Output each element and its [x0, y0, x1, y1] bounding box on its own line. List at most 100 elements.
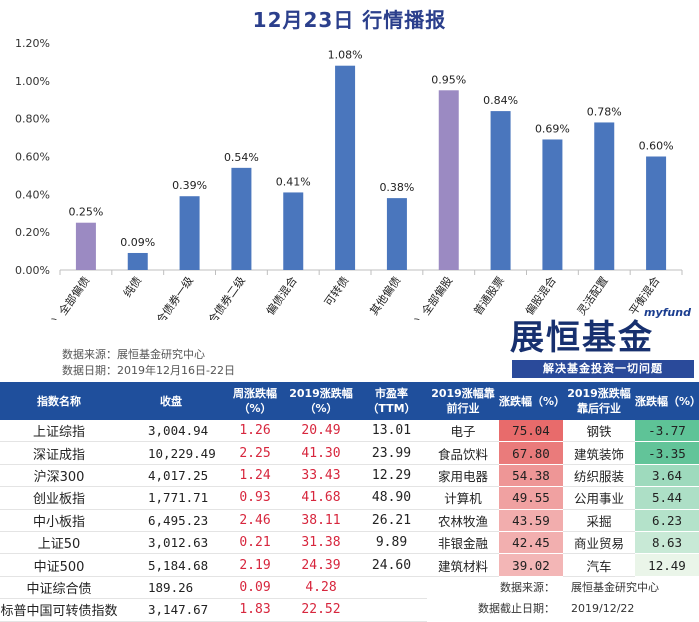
x-category-label: 偏股混合 — [522, 274, 559, 318]
bottom-industry-cell: 公用事业 — [563, 486, 635, 510]
top-industry-cell: 非银金融 — [427, 531, 499, 555]
top-change-cell: 42.45 — [499, 531, 563, 555]
bottom-change-cell: -3.35 — [635, 441, 699, 465]
data-label: 0.78% — [587, 105, 622, 118]
footer-date-label: 数据截止日期： — [478, 602, 555, 616]
top-industry-cell: 家用电器 — [427, 464, 499, 488]
table-row: 深证成指 10,229.49 2.25 41.30 23.99 — [0, 441, 427, 465]
week-change-cell: 2.46 — [224, 509, 286, 532]
table-row: 农林牧渔 43.59 采掘 6.23 — [427, 509, 699, 532]
index-name-cell: 中小板指 — [0, 509, 118, 532]
x-category-label: 偏债混合 — [263, 274, 300, 318]
footer-date: 数据截止日期： 2019/12/22 — [427, 598, 699, 619]
bottom-change-cell: 12.49 — [635, 553, 699, 577]
top-industry-cell: 电子 — [427, 420, 499, 443]
ytd-change-cell: 20.49 — [286, 420, 356, 443]
y-tick-label: 0.60% — [15, 151, 50, 164]
data-label: 0.54% — [224, 151, 259, 164]
bar — [75, 222, 96, 270]
pe-cell: 9.89 — [356, 531, 427, 555]
top-industry-cell: 计算机 — [427, 486, 499, 510]
index-name-cell: 沪深300 — [0, 464, 118, 488]
index-name-cell: 上证50 — [0, 531, 118, 555]
bar — [594, 122, 615, 270]
index-table: 指数名称 收盘 周涨跌幅（%） 2019涨跌幅（%） 市盈率（TTM） 上证综指… — [0, 382, 427, 622]
bottom-change-cell: 5.44 — [635, 486, 699, 510]
top-change-cell: 49.55 — [499, 486, 563, 510]
pe-cell: 13.01 — [356, 420, 427, 443]
x-category-label: （总）全部偏债 — [37, 274, 93, 320]
x-category-label: 其他偏债 — [367, 274, 404, 318]
week-change-cell: 0.09 — [224, 576, 286, 600]
index-table-body: 上证综指 3,004.94 1.26 20.49 13.01 深证成指 10,229.49 2… — [0, 420, 427, 622]
y-tick-label: 1.20% — [15, 37, 50, 50]
top-change-cell: 67.80 — [499, 441, 563, 465]
pe-cell: 23.99 — [356, 441, 427, 465]
bar — [386, 198, 407, 270]
ytd-change-cell: 4.28 — [286, 576, 356, 600]
index-name-cell: 中证综合债 — [0, 576, 118, 600]
bottom-change-cell: 3.64 — [635, 464, 699, 488]
close-cell: 3,004.94 — [118, 420, 224, 443]
top-change-cell: 54.38 — [499, 464, 563, 488]
table-row: 电子 75.04 钢铁 -3.77 — [427, 420, 699, 443]
table-row: 创业板指 1,771.71 0.93 41.68 48.90 — [0, 486, 427, 510]
industry-table: 2019涨幅靠前行业 涨跌幅（%） 2019涨跌幅靠后行业 涨跌幅（%） 电子 7… — [427, 382, 699, 619]
close-cell: 6,495.23 — [118, 509, 224, 532]
bar — [438, 90, 459, 270]
logo-brand: 展恒基金 — [510, 318, 654, 358]
data-label: 0.38% — [379, 181, 414, 194]
index-name-cell: 创业板指 — [0, 486, 118, 510]
close-cell: 3,012.63 — [118, 531, 224, 555]
ytd-change-cell: 22.52 — [286, 598, 356, 622]
week-change-cell: 1.83 — [224, 598, 286, 622]
y-tick-label: 0.40% — [15, 188, 50, 201]
close-cell: 3,147.67 — [118, 598, 224, 622]
week-change-cell: 1.26 — [224, 420, 286, 443]
close-cell: 5,184.68 — [118, 553, 224, 577]
source-note: 数据来源：展恒基金研究中心 — [62, 348, 205, 361]
footer-source: 数据来源： 展恒基金研究中心 — [427, 576, 699, 598]
data-label: 0.95% — [431, 73, 466, 86]
table-row: 上证50 3,012.63 0.21 31.38 9.89 — [0, 531, 427, 555]
bottom-industry-cell: 采掘 — [563, 509, 635, 532]
pe-cell: 26.21 — [356, 509, 427, 532]
industry-table-header: 2019涨幅靠前行业 涨跌幅（%） 2019涨跌幅靠后行业 涨跌幅（%） — [427, 382, 699, 420]
logo-myfund-text: myfund — [644, 306, 691, 319]
top-industry-cell: 食品饮料 — [427, 441, 499, 465]
fund-return-bar-chart: 0.00% 0.20% 0.40% 0.60% 0.80% 1.00% 1.20% 0.25%… — [15, 37, 683, 320]
index-name-cell: 上证综指 — [0, 420, 118, 443]
header-ytd-change: 2019涨跌幅（%） — [286, 382, 356, 420]
logo-slogan: 解决基金投资一切问题 — [512, 360, 694, 378]
ytd-change-cell: 41.68 — [286, 486, 356, 510]
top-change-cell: 39.02 — [499, 553, 563, 577]
top-change-cell: 43.59 — [499, 509, 563, 532]
ytd-change-cell: 24.39 — [286, 553, 356, 577]
footer-source-label: 数据来源： — [500, 581, 555, 595]
pe-cell — [356, 598, 427, 622]
x-category-label: 灵活配置 — [575, 274, 611, 317]
data-label: 0.69% — [535, 122, 570, 135]
footer-date-value: 2019/12/22 — [571, 601, 635, 615]
data-label: 0.84% — [483, 94, 518, 107]
bottom-industry-cell: 汽车 — [563, 553, 635, 577]
bar — [490, 111, 511, 270]
date-note: 数据日期：2019年12月16日-22日 — [62, 364, 235, 377]
bottom-change-cell: 6.23 — [635, 509, 699, 532]
x-category-label: 混合债券一级 — [147, 274, 196, 320]
data-label: 0.25% — [68, 206, 103, 219]
ytd-change-cell: 31.38 — [286, 531, 356, 555]
table-row: 中证500 5,184.68 2.19 24.39 24.60 — [0, 553, 427, 577]
x-category-label: （总）全部偏股 — [400, 274, 456, 320]
table-row: 建筑材料 39.02 汽车 12.49 — [427, 553, 699, 577]
pe-cell: 12.29 — [356, 464, 427, 488]
table-row: 计算机 49.55 公用事业 5.44 — [427, 486, 699, 510]
footer-source-value: 展恒基金研究中心 — [571, 581, 659, 595]
week-change-cell: 0.21 — [224, 531, 286, 555]
pe-cell — [356, 576, 427, 600]
bottom-industry-cell: 纺织服装 — [563, 464, 635, 488]
top-industry-cell: 农林牧渔 — [427, 509, 499, 532]
x-category-label: 纯债 — [120, 274, 144, 300]
index-name-cell: 深证成指 — [0, 441, 118, 465]
table-row: 中小板指 6,495.23 2.46 38.11 26.21 — [0, 509, 427, 532]
